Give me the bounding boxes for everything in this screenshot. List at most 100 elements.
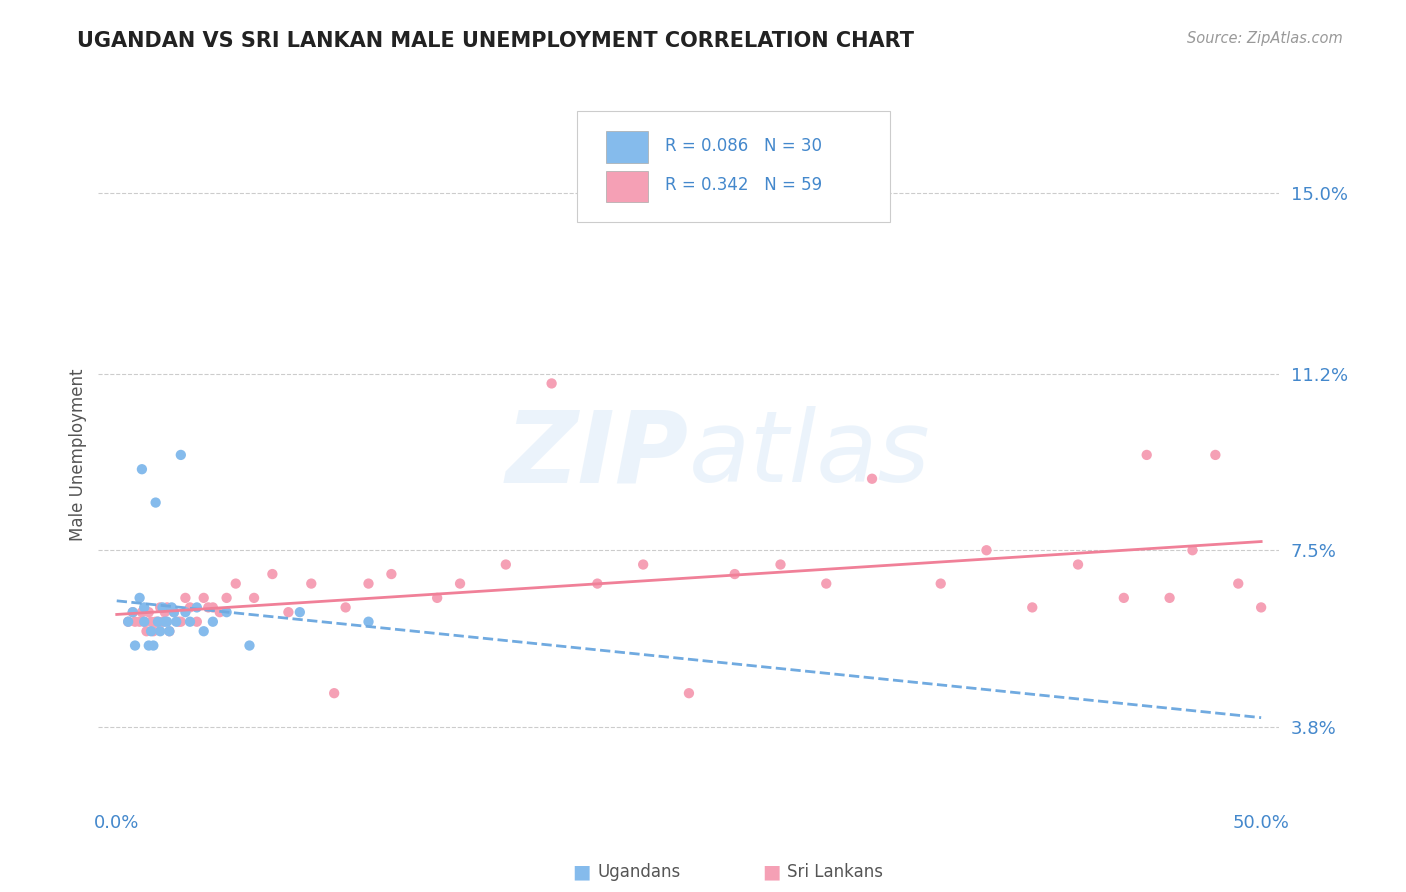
Point (1021, 600, 1043, 615)
Point (121, 605, 143, 619)
Point (167, 615, 190, 629)
Point (335, 600, 357, 615)
Text: R = 0.086   N = 30: R = 0.086 N = 30 (665, 136, 823, 154)
Point (197, 600, 219, 615)
Point (215, 591, 238, 605)
Point (142, 639, 165, 653)
Point (157, 624, 180, 639)
Point (157, 624, 180, 639)
Point (225, 576, 247, 591)
Point (128, 615, 150, 629)
Point (1181, 543, 1204, 558)
Point (134, 615, 156, 629)
Point (426, 591, 449, 605)
Point (1136, 448, 1159, 462)
Bar (606, 131, 648, 162)
Point (149, 624, 172, 639)
Point (131, 605, 153, 619)
Text: Sri Lankans: Sri Lankans (787, 863, 883, 881)
Point (288, 605, 311, 619)
Point (215, 605, 238, 619)
Point (124, 639, 146, 653)
Point (193, 624, 215, 639)
Point (815, 576, 838, 591)
Text: ■: ■ (762, 863, 780, 882)
Point (152, 600, 174, 615)
Point (357, 615, 380, 629)
Point (193, 591, 215, 605)
Point (678, 686, 700, 700)
Point (134, 600, 156, 615)
Point (121, 605, 143, 619)
Point (146, 615, 169, 629)
Point (449, 576, 471, 591)
Point (495, 558, 517, 572)
Point (163, 605, 186, 619)
Point (540, 376, 562, 391)
Point (138, 605, 160, 619)
Point (131, 462, 153, 476)
Point (163, 605, 186, 619)
Point (124, 615, 146, 629)
Point (262, 567, 284, 582)
Point (299, 576, 322, 591)
Point (186, 600, 208, 615)
Point (238, 639, 260, 653)
Point (323, 686, 346, 700)
Text: UGANDAN VS SRI LANKAN MALE UNEMPLOYMENT CORRELATION CHART: UGANDAN VS SRI LANKAN MALE UNEMPLOYMENT … (77, 31, 914, 51)
Y-axis label: Male Unemployment: Male Unemployment (69, 368, 87, 541)
Point (156, 600, 179, 615)
Point (174, 605, 197, 619)
Point (135, 624, 157, 639)
Point (152, 615, 174, 629)
Point (976, 543, 998, 558)
Point (142, 624, 165, 639)
Point (153, 615, 176, 629)
Point (724, 567, 747, 582)
Point (153, 605, 176, 619)
Point (156, 615, 179, 629)
Text: ■: ■ (572, 863, 591, 882)
Point (1250, 600, 1272, 615)
Point (1112, 591, 1135, 605)
Point (149, 600, 172, 615)
Point (201, 600, 224, 615)
Point (134, 615, 156, 629)
FancyBboxPatch shape (576, 111, 890, 222)
Point (929, 576, 952, 591)
Point (128, 591, 150, 605)
Text: R = 0.342   N = 59: R = 0.342 N = 59 (665, 177, 823, 194)
Point (380, 567, 402, 582)
Point (860, 472, 883, 486)
Point (1159, 591, 1181, 605)
Point (769, 558, 792, 572)
Point (165, 615, 187, 629)
Point (139, 624, 162, 639)
Point (170, 615, 193, 629)
Point (117, 615, 139, 629)
Point (179, 600, 201, 615)
Point (138, 639, 160, 653)
Point (160, 600, 183, 615)
Text: Ugandans: Ugandans (598, 863, 681, 881)
Point (1227, 576, 1250, 591)
Point (1204, 448, 1226, 462)
Point (1067, 558, 1090, 572)
Point (179, 615, 201, 629)
Text: atlas: atlas (689, 407, 931, 503)
Point (243, 591, 266, 605)
Point (146, 615, 169, 629)
Text: ZIP: ZIP (506, 407, 689, 503)
Point (117, 615, 139, 629)
Point (186, 615, 208, 629)
Text: Source: ZipAtlas.com: Source: ZipAtlas.com (1187, 31, 1343, 46)
Point (170, 448, 193, 462)
Point (357, 576, 380, 591)
Point (174, 591, 197, 605)
Point (201, 615, 224, 629)
Point (145, 615, 167, 629)
Point (208, 605, 231, 619)
Bar (606, 170, 648, 202)
Point (145, 495, 167, 509)
Point (139, 615, 162, 629)
